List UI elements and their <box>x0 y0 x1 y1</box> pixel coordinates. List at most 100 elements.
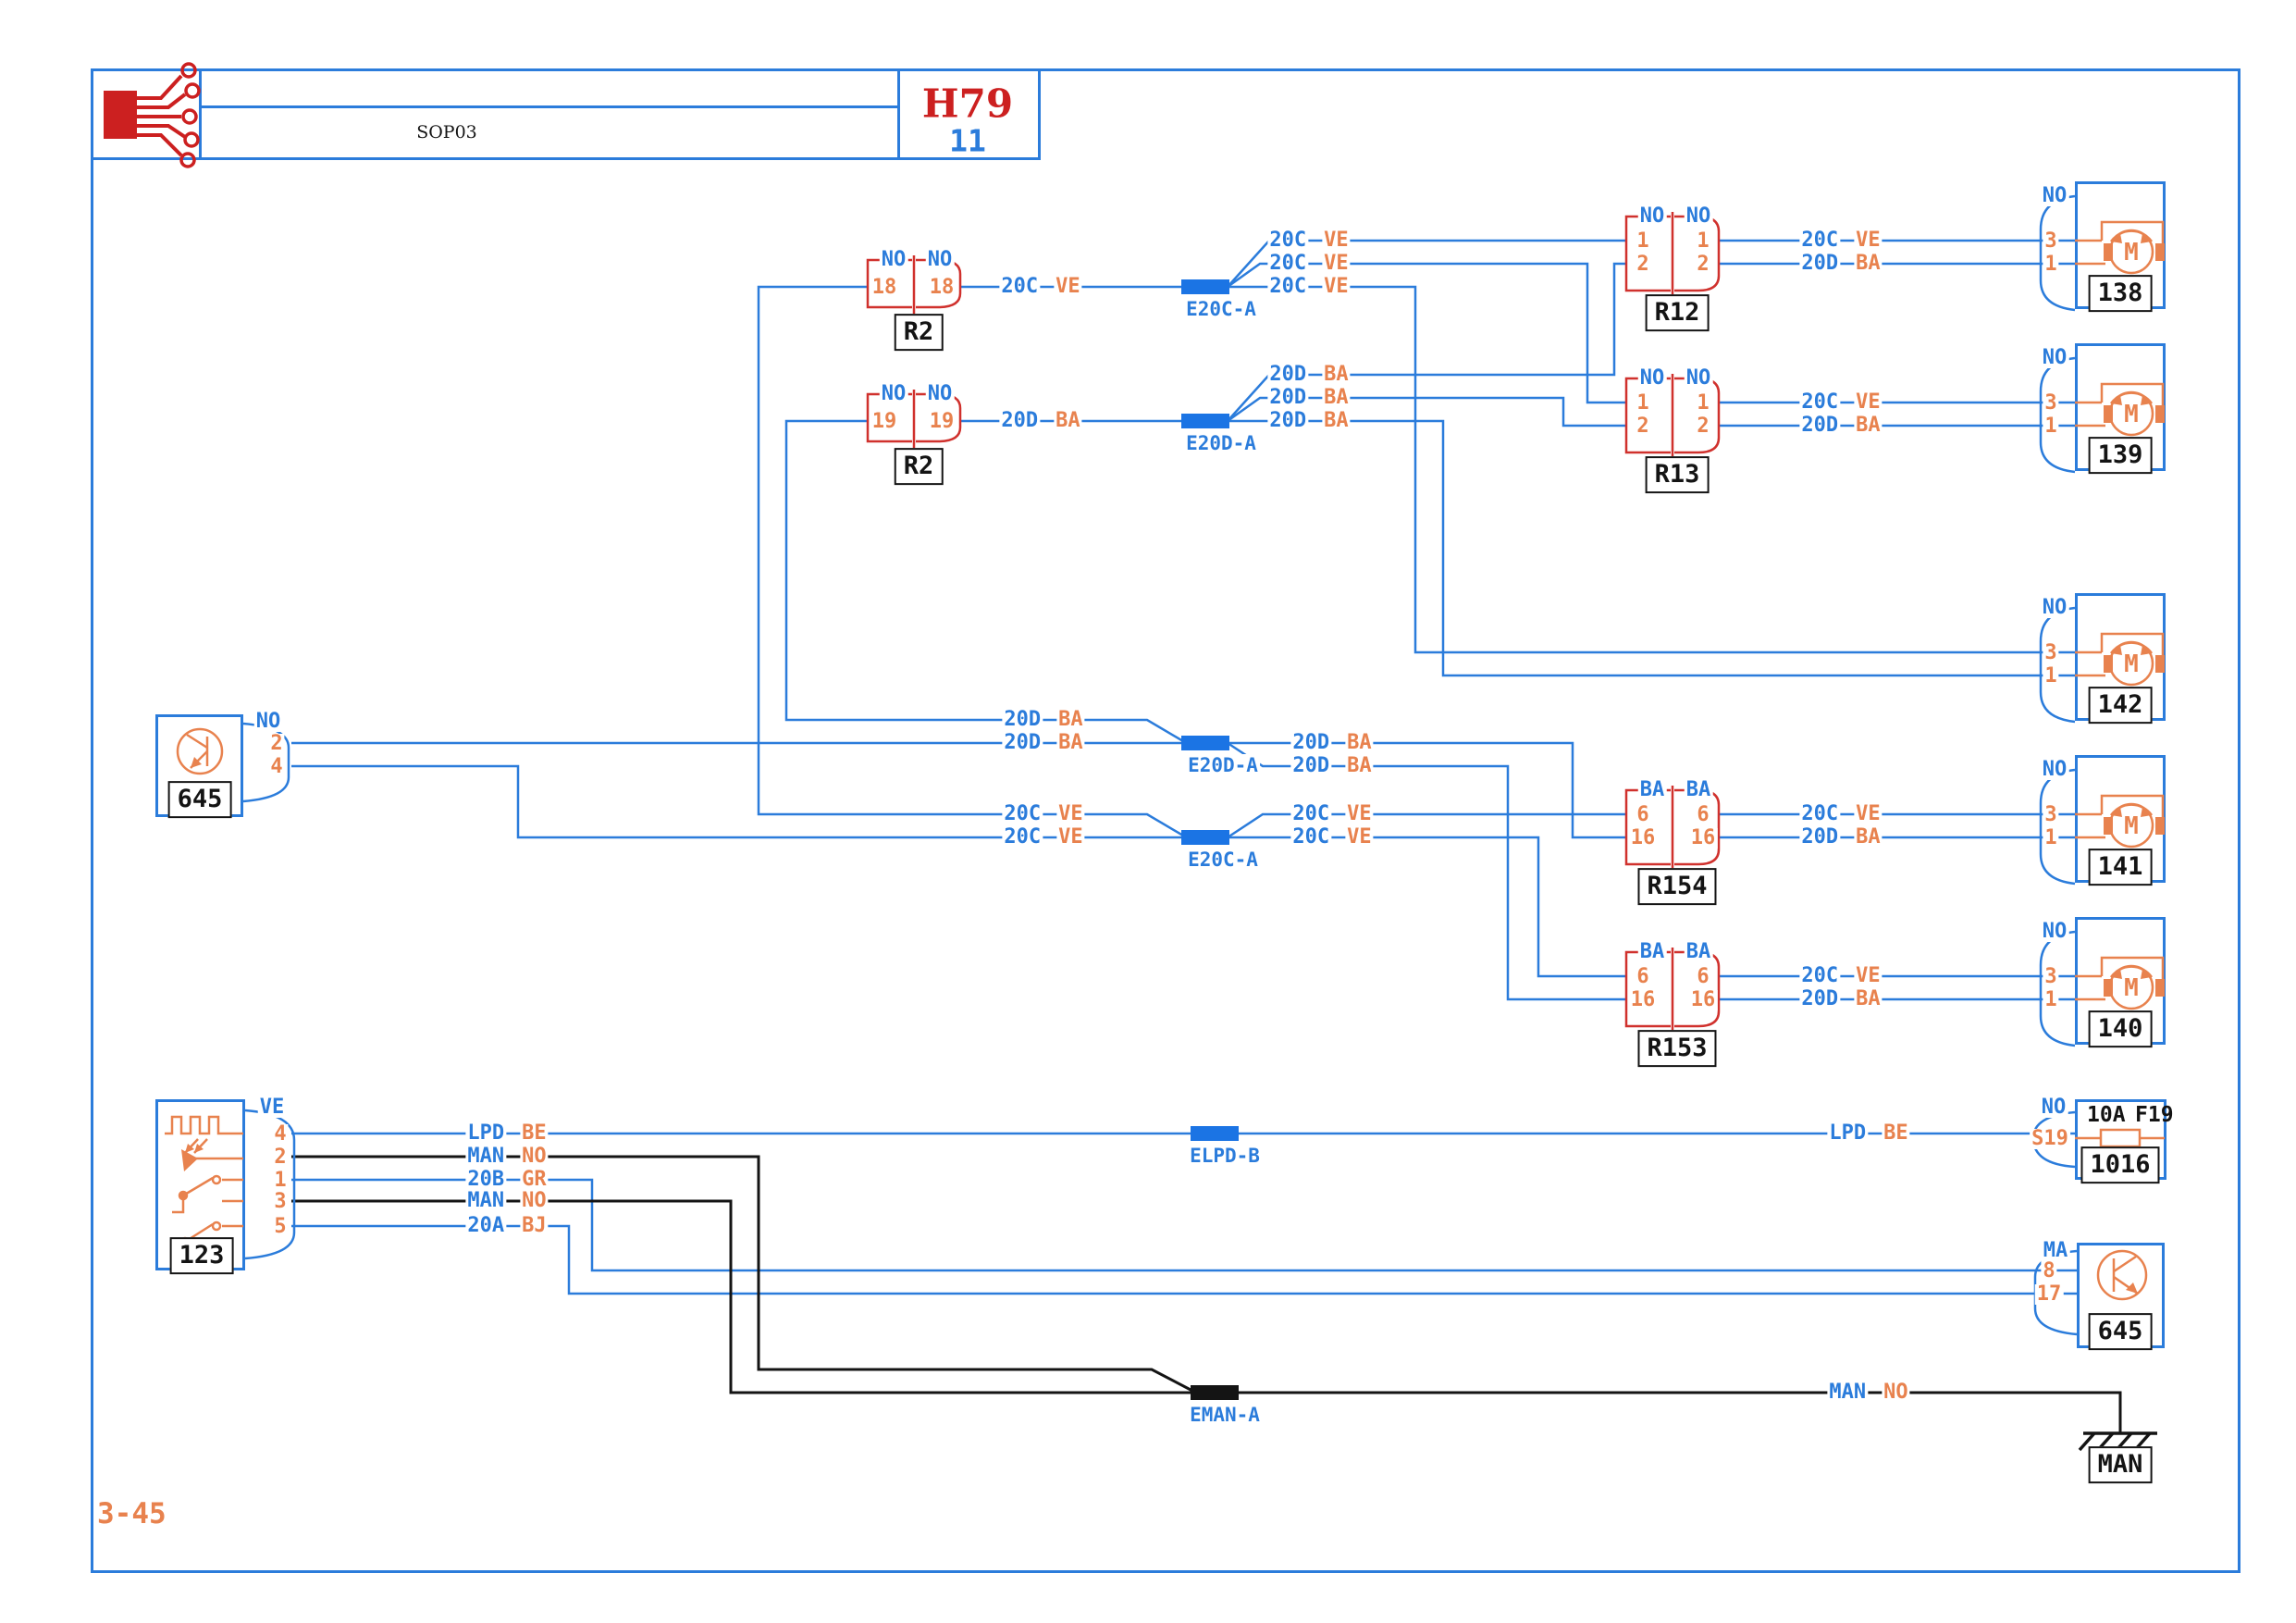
pin-number: 2 <box>1635 415 1651 438</box>
wire-label: 20D BA <box>1290 731 1374 754</box>
sheet-number: 11 <box>949 122 986 159</box>
wire-label: 20C VE <box>1267 252 1351 275</box>
wire-circuit: 20C <box>1799 802 1841 825</box>
relay-ref-r154: R154 <box>1637 868 1717 905</box>
connector-label: NO <box>925 248 955 271</box>
connector-label: NO <box>1684 204 1713 228</box>
pin-number: 3 <box>272 1190 289 1213</box>
connector-label: NO <box>925 382 955 405</box>
pin-number: 4 <box>268 755 285 778</box>
motor-symbol: M <box>2124 650 2139 678</box>
wire-circuit: 20D <box>1002 708 1043 731</box>
wire-color: BA <box>1854 825 1882 849</box>
pin-number: 1 <box>2043 664 2059 688</box>
pin-number: 3 <box>2043 229 2059 253</box>
pin-number: 2 <box>1695 415 1711 438</box>
wire-color: VE <box>1054 275 1082 298</box>
wire-circuit: 20D <box>1799 987 1841 1010</box>
titleblock-bottom-line <box>91 157 1041 160</box>
wire-label: LPD BE <box>1827 1121 1910 1145</box>
wire-color: VE <box>1854 802 1882 825</box>
connector-label: NO <box>2040 346 2069 369</box>
pin-number: 17 <box>2034 1282 2064 1306</box>
component-ref-645-left: 645 <box>167 781 232 818</box>
wire-circuit: 20D <box>999 409 1041 432</box>
connector-label: BA <box>1684 778 1713 801</box>
page-border <box>91 68 2240 1573</box>
wire-circuit: LPD <box>1827 1121 1869 1145</box>
pin-number: 2 <box>1635 253 1651 276</box>
wire-label: 20C VE <box>1267 275 1351 298</box>
connector-label: VE <box>257 1096 287 1119</box>
connector-label: NO <box>879 248 908 271</box>
motor-symbol: M <box>2124 239 2139 266</box>
wire-circuit: MAN <box>1827 1381 1869 1404</box>
connector-label: NO <box>1637 204 1667 228</box>
wire-circuit: 20D <box>1267 409 1309 432</box>
wire-label: 20D BA <box>1799 827 1882 848</box>
wire-color: VE <box>1056 825 1085 849</box>
wire-circuit: 20C <box>1267 252 1309 275</box>
wire-circuit: MAN <box>465 1145 507 1168</box>
wire-label: MAN NO <box>465 1189 549 1212</box>
wire-color: GR <box>520 1168 549 1191</box>
pin-number: 3 <box>2043 965 2059 988</box>
wire-circuit: 20C <box>1267 275 1309 298</box>
wire-color: NO <box>520 1145 549 1168</box>
wire-color: VE <box>1854 964 1882 987</box>
pin-number: 16 <box>1688 988 1718 1011</box>
wire-color: NO <box>1882 1381 1910 1404</box>
pin-number: 3 <box>2043 803 2059 826</box>
pin-number: 1 <box>2043 988 2059 1011</box>
fuse-icon-1016 <box>2075 1128 2165 1148</box>
wire-label: 20C VE <box>1799 392 1882 413</box>
relay-ref-r2-top: R2 <box>894 314 944 351</box>
wire-label: MAN NO <box>1827 1381 1910 1404</box>
splice-label-e20d-a-mid: E20D-A <box>1186 754 1260 776</box>
wire-circuit: 20C <box>999 275 1041 298</box>
component-ref-138: 138 <box>2088 275 2153 312</box>
pin-number: 19 <box>927 410 957 433</box>
component-ref-1016: 1016 <box>2080 1146 2160 1183</box>
fuse-id: F19 <box>2135 1103 2174 1127</box>
connector-label: BA <box>1684 940 1713 963</box>
wire-circuit: 20D <box>1799 252 1841 275</box>
pin-number: 6 <box>1695 965 1711 988</box>
wire-circuit: 20D <box>1799 825 1841 849</box>
wire-circuit: 20D <box>1267 386 1309 409</box>
splice-label-e20c-a-mid: E20C-A <box>1186 849 1260 871</box>
pin-number: 6 <box>1695 803 1711 826</box>
component-ref-141: 141 <box>2088 849 2153 886</box>
wire-label: 20D BA <box>1002 708 1085 731</box>
connector-label: NO <box>1684 366 1713 390</box>
pin-number: 5 <box>272 1215 289 1238</box>
transistor-icon-645-left <box>176 727 224 775</box>
pin-number: 2 <box>268 732 285 755</box>
wire-color: NO <box>520 1189 549 1212</box>
relay-ref-r12: R12 <box>1645 294 1710 331</box>
wire-color: BA <box>1854 987 1882 1010</box>
titleblock-divider <box>1038 68 1041 157</box>
wire-label: 20C VE <box>999 275 1082 298</box>
wire-label: 20D BA <box>1267 386 1351 409</box>
wire-color: BA <box>1345 731 1374 754</box>
harness-icon <box>104 62 201 168</box>
splice-label-e20c-a-top: E20C-A <box>1184 298 1258 320</box>
pin-number: 18 <box>927 276 957 299</box>
wire-color: VE <box>1322 252 1351 275</box>
diagram-ref: H79 <box>921 81 1014 127</box>
connector-label: NO <box>2039 1096 2068 1119</box>
titleblock-mid-line <box>199 105 897 108</box>
wire-color: BA <box>1056 731 1085 754</box>
titleblock-divider <box>199 68 202 157</box>
connector-label: BA <box>1637 778 1667 801</box>
component-ref-123: 123 <box>169 1237 234 1274</box>
pin-number: 3 <box>2043 641 2059 664</box>
pin-number: 16 <box>1628 826 1658 849</box>
ground-ref-man: MAN <box>2088 1446 2153 1483</box>
wire-color: BA <box>1322 363 1351 386</box>
motor-symbol: M <box>2124 812 2139 840</box>
relay-ref-r13: R13 <box>1645 456 1710 493</box>
component-ref-139: 139 <box>2088 437 2153 474</box>
